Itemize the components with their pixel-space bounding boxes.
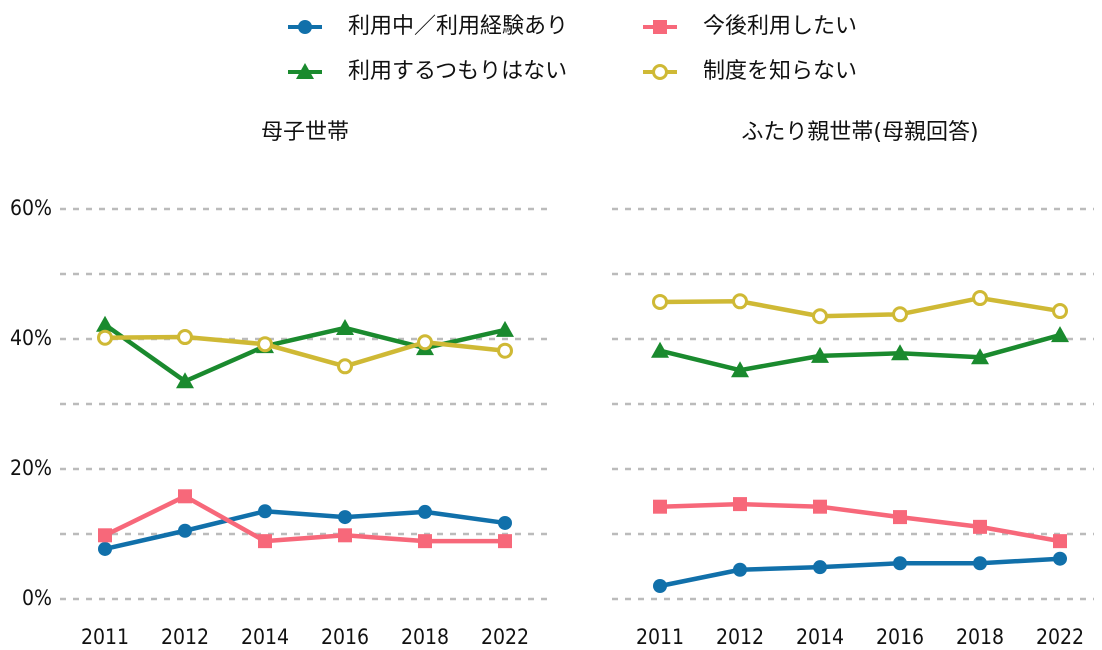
- point: [811, 346, 829, 363]
- point: [176, 372, 194, 389]
- point: [336, 318, 354, 335]
- y-tick-label: 40%: [10, 326, 52, 350]
- point: [178, 489, 192, 504]
- point: [651, 341, 669, 358]
- point: [417, 334, 433, 351]
- point: [98, 541, 112, 556]
- point: [178, 523, 192, 538]
- point: [891, 344, 909, 361]
- series-line: [104, 509, 506, 552]
- point: [1053, 551, 1067, 566]
- x-tick-label: 2018: [956, 625, 1004, 649]
- series-line: [104, 494, 505, 544]
- point: [973, 519, 987, 534]
- point: [813, 560, 827, 575]
- point: [258, 534, 272, 549]
- point: [497, 342, 513, 359]
- series-line: [659, 332, 1061, 373]
- point: [1053, 534, 1067, 549]
- point: [813, 499, 827, 514]
- point: [418, 534, 432, 549]
- x-tick-label: 2016: [321, 625, 369, 649]
- x-tick-label: 2022: [481, 625, 529, 649]
- legend-label: 利用中／利用経験あり: [348, 14, 568, 39]
- x-tick-label: 2014: [796, 625, 844, 649]
- point: [97, 329, 113, 346]
- point: [732, 293, 748, 310]
- point: [498, 534, 512, 549]
- series-line: [659, 501, 1061, 544]
- point: [812, 308, 828, 325]
- point: [258, 504, 272, 519]
- point: [652, 293, 668, 310]
- legend-marker: [296, 63, 314, 79]
- point: [972, 290, 988, 307]
- point: [257, 336, 273, 353]
- x-tick-label: 2012: [716, 625, 764, 649]
- point: [418, 504, 432, 519]
- x-tick-label: 2014: [241, 625, 289, 649]
- y-tick-label: 60%: [10, 196, 52, 220]
- point: [892, 306, 908, 323]
- legend-marker: [298, 20, 312, 34]
- point: [731, 361, 749, 378]
- point: [733, 497, 747, 512]
- point: [653, 579, 667, 593]
- point: [973, 556, 987, 571]
- point: [177, 329, 193, 346]
- point: [971, 348, 989, 365]
- point: [338, 528, 352, 543]
- point: [96, 315, 114, 332]
- panel-title: ふたり親世帯(母親回答): [741, 120, 978, 145]
- point: [498, 515, 512, 530]
- point: [337, 358, 353, 375]
- point: [98, 528, 112, 543]
- x-tick-label: 2018: [401, 625, 449, 649]
- x-tick-label: 2011: [636, 625, 684, 649]
- point: [1051, 326, 1069, 343]
- point: [1052, 303, 1068, 320]
- legend-label: 制度を知らない: [703, 59, 857, 84]
- series-line: [659, 556, 1061, 589]
- legend-label: 利用するつもりはない: [348, 59, 567, 84]
- y-tick-label: 20%: [10, 456, 52, 480]
- point: [893, 510, 907, 525]
- point: [893, 556, 907, 571]
- x-tick-label: 2011: [81, 625, 129, 649]
- point: [733, 562, 747, 577]
- y-tick-label: 0%: [22, 586, 52, 610]
- panel-title: 母子世帯: [261, 120, 349, 145]
- x-tick-label: 2016: [876, 625, 924, 649]
- x-tick-label: 2022: [1036, 625, 1084, 649]
- legend-marker: [652, 64, 668, 80]
- legend-label: 今後利用したい: [703, 14, 857, 39]
- series-line: [104, 334, 506, 369]
- series-line: [659, 295, 1061, 319]
- point: [653, 499, 667, 514]
- point: [338, 510, 352, 525]
- point: [496, 320, 514, 337]
- legend-marker: [653, 20, 667, 34]
- x-tick-label: 2012: [161, 625, 209, 649]
